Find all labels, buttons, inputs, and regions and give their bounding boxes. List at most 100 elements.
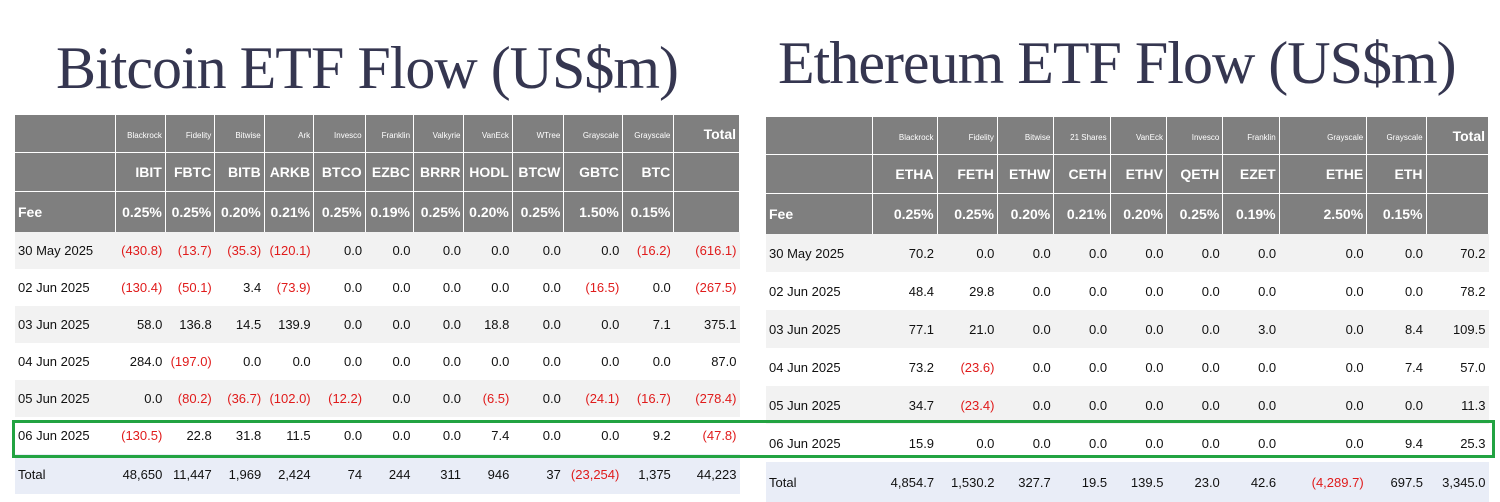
row-total-cell: 25.3 <box>1426 424 1489 462</box>
flow-value-cell: 0.0 <box>313 232 366 269</box>
issuer-label: 21 Shares <box>1053 117 1111 155</box>
ticker-label: ETHA <box>872 154 938 194</box>
flow-value-cell: (16.7) <box>622 380 674 417</box>
flow-value-cell: 0.0 <box>563 306 623 343</box>
flow-value-cell: 70.2 <box>872 234 938 272</box>
flow-value-cell: 0.0 <box>997 310 1054 348</box>
header-blank-cell <box>15 152 117 192</box>
header-blank-cell <box>1426 193 1490 234</box>
table-row: 04 Jun 2025 284.0 (197.0) 0.0 0.0 0.0 0.0 0.0 0.… <box>15 343 740 380</box>
cumulative-total-cell: (4,289.7) <box>1279 462 1367 502</box>
flow-value-cell: 0.0 <box>413 306 464 343</box>
row-total-cell: (47.8) <box>673 417 740 454</box>
issuer-label: Valkyrie <box>413 115 465 153</box>
ticker-label: FETH <box>937 154 998 194</box>
header-blank-cell <box>15 115 117 153</box>
cumulative-total-cell: 42.6 <box>1222 462 1280 502</box>
flow-value-cell: 0.0 <box>1053 272 1111 310</box>
fee-row: Fee 0.25% 0.25% 0.20% 0.21% 0.25% 0.19% 0.25% 0.… <box>15 191 740 232</box>
row-total-cell: 109.5 <box>1426 310 1489 348</box>
flow-value-cell: 0.0 <box>512 380 564 417</box>
flow-value-cell: 0.0 <box>1279 310 1367 348</box>
ethereum-etf-flow-title: Ethereum ETF Flow (US$m) <box>778 30 1457 96</box>
flow-value-cell: 7.1 <box>622 306 674 343</box>
date-cell: 02 Jun 2025 <box>15 269 116 306</box>
flow-value-cell: 0.0 <box>937 234 998 272</box>
flow-value-cell: 0.0 <box>512 306 564 343</box>
ticker-label: ARKB <box>264 152 315 192</box>
issuer-label: Invesco <box>313 115 366 153</box>
ticker-label: GBTC <box>563 152 623 192</box>
flow-value-cell: 3.0 <box>1222 310 1280 348</box>
flow-value-cell: 9.2 <box>622 417 674 454</box>
flow-value-cell: (12.2) <box>313 380 366 417</box>
flow-value-cell: 0.0 <box>563 343 623 380</box>
flow-value-cell: 284.0 <box>115 343 166 380</box>
issuer-label: Franklin <box>365 115 415 153</box>
fee-value: 0.25% <box>165 191 216 232</box>
fee-value: 1.50% <box>563 191 623 232</box>
flow-value-cell: 0.0 <box>1166 348 1223 386</box>
flow-value-cell: 0.0 <box>1222 386 1280 424</box>
btc-table-header: Blackrock Fidelity Bitwise Ark Invesco Frankl… <box>15 115 740 232</box>
fee-label: Fee <box>15 191 117 232</box>
flow-value-cell: 0.0 <box>622 343 674 380</box>
flow-value-cell: 0.0 <box>264 343 314 380</box>
flow-value-cell: 29.8 <box>937 272 998 310</box>
ticker-label: HODL <box>463 152 513 192</box>
flow-value-cell: 0.0 <box>413 380 464 417</box>
ticker-row: IBIT FBTC BITB ARKB BTCO EZBC BRRR HODL BTCW GBTC… <box>15 152 740 192</box>
flow-value-cell: (13.7) <box>165 232 215 269</box>
ticker-label: QETH <box>1166 154 1224 194</box>
flow-value-cell: 0.0 <box>1279 272 1367 310</box>
flow-value-cell: 0.0 <box>115 380 166 417</box>
fee-value: 0.20% <box>1110 193 1167 234</box>
flow-value-cell: (130.4) <box>115 269 166 306</box>
ticker-label: IBIT <box>115 152 166 192</box>
flow-value-cell: 0.0 <box>997 234 1054 272</box>
flow-value-cell: 0.0 <box>413 232 464 269</box>
issuer-label: Bitwise <box>997 117 1055 155</box>
flow-value-cell: 139.9 <box>264 306 314 343</box>
flow-value-cell: 0.0 <box>1222 234 1280 272</box>
table-row: 30 May 2025 (430.8) (13.7) (35.3) (120.1) 0.0… <box>15 232 740 269</box>
flow-value-cell: (23.4) <box>937 386 998 424</box>
flow-value-cell: 0.0 <box>365 417 414 454</box>
flow-value-cell: 0.0 <box>622 269 674 306</box>
date-cell: 30 May 2025 <box>15 232 116 269</box>
ticker-label: ETH <box>1366 154 1427 194</box>
ethereum-etf-flow-table: Blackrock Fidelity Bitwise 21 Shares VanEck I… <box>766 117 1490 502</box>
flow-value-cell: 0.0 <box>365 232 414 269</box>
date-cell: 30 May 2025 <box>766 234 873 272</box>
flow-value-cell: 0.0 <box>1110 310 1167 348</box>
fee-value: 0.20% <box>463 191 513 232</box>
ticker-row: ETHA FETH ETHW CETH ETHV QETH EZET ETHE ETH <box>766 154 1490 194</box>
flow-value-cell: (16.2) <box>622 232 674 269</box>
flow-value-cell: 0.0 <box>1366 272 1427 310</box>
cumulative-total-cell: 697.5 <box>1366 462 1427 502</box>
row-total-cell: 70.2 <box>1426 234 1489 272</box>
cumulative-total-cell: 74 <box>313 454 366 494</box>
flow-value-cell: 0.0 <box>1222 348 1280 386</box>
ticker-label: EZET <box>1222 154 1280 194</box>
ticker-label: BTCO <box>313 152 366 192</box>
flow-value-cell: 0.0 <box>1110 272 1167 310</box>
ticker-label: BRRR <box>413 152 465 192</box>
date-cell: 03 Jun 2025 <box>15 306 116 343</box>
row-total-cell: (267.5) <box>673 269 740 306</box>
fee-value: 0.25% <box>1166 193 1224 234</box>
flow-value-cell: (16.5) <box>563 269 623 306</box>
flow-value-cell: 15.9 <box>872 424 938 462</box>
fee-value: 0.25% <box>512 191 565 232</box>
fee-value: 0.25% <box>413 191 465 232</box>
flow-value-cell: 7.4 <box>463 417 513 454</box>
flow-value-cell: 0.0 <box>512 417 564 454</box>
flow-value-cell: 0.0 <box>1053 348 1111 386</box>
row-total-cell: 375.1 <box>673 306 740 343</box>
cumulative-total-cell: 1,530.2 <box>937 462 998 502</box>
row-total-cell: 57.0 <box>1426 348 1489 386</box>
flow-value-cell: 0.0 <box>563 417 623 454</box>
date-cell: 06 Jun 2025 <box>15 417 116 454</box>
date-cell: 04 Jun 2025 <box>15 343 116 380</box>
issuer-row: Blackrock Fidelity Bitwise 21 Shares VanEck I… <box>766 117 1490 155</box>
